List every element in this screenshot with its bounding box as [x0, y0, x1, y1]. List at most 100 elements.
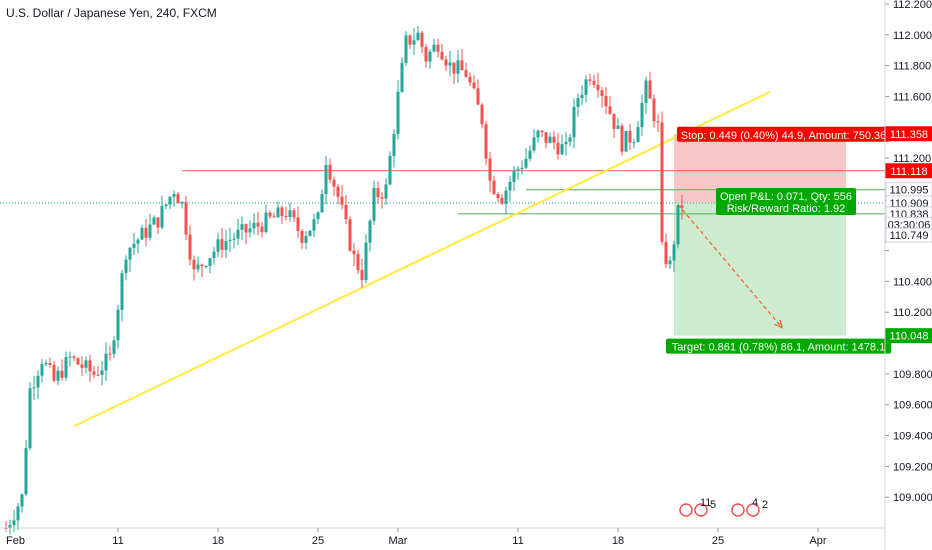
candle-body	[168, 196, 172, 205]
candle-body	[312, 219, 316, 231]
y-tick-label: 112.200	[893, 0, 932, 11]
y-tick-label: 111.600	[893, 91, 931, 103]
candle-body	[60, 370, 64, 378]
candle-body	[84, 360, 88, 368]
candle-body	[616, 125, 620, 129]
candle-body	[180, 202, 184, 204]
candle-body	[8, 525, 12, 529]
candle-body	[156, 217, 160, 228]
candle-body	[248, 228, 252, 233]
x-tick-label: 25	[712, 535, 724, 547]
candle-body	[536, 130, 540, 138]
price-tag	[885, 126, 932, 142]
price-tag-label: 110.048	[890, 331, 929, 343]
candle-body	[200, 264, 204, 267]
candle-body	[340, 196, 344, 205]
trendline	[73, 90, 771, 428]
candle-body	[632, 142, 636, 144]
candle-body	[520, 167, 524, 170]
candle-body	[544, 132, 548, 143]
event-count: 11	[700, 497, 711, 509]
event-icon	[679, 503, 693, 517]
y-tick-label: 109.400	[893, 431, 932, 443]
candle-body	[500, 198, 504, 204]
candle-body	[144, 227, 148, 238]
candle-body	[196, 264, 200, 270]
x-tick-label: Feb	[6, 535, 25, 547]
y-tick-label: 111.200	[893, 153, 931, 165]
candle-body	[656, 121, 660, 123]
candle-body	[540, 130, 544, 133]
candle-body	[272, 216, 276, 218]
y-tick-label: 111.800	[893, 61, 931, 73]
candle-body	[128, 247, 132, 260]
x-tick-label: 11	[512, 535, 523, 547]
candle-body	[28, 388, 32, 449]
candle-body	[352, 250, 356, 255]
candle-body	[184, 202, 188, 235]
candle-body	[188, 234, 192, 260]
candle-body	[460, 60, 464, 71]
candle-body	[372, 188, 376, 221]
candle-body	[464, 70, 468, 77]
candle-body	[668, 260, 672, 265]
candle-body	[488, 158, 492, 181]
candle-body	[620, 125, 624, 152]
candle-body	[300, 230, 304, 243]
candle-body	[64, 357, 68, 378]
event-flag-icon	[694, 503, 708, 517]
candle-body	[676, 205, 680, 245]
x-tick-label: Apr	[809, 535, 826, 547]
candle-body	[608, 106, 612, 114]
candle-body	[192, 259, 196, 270]
candle-body	[396, 91, 400, 134]
projection-arrow-head	[774, 319, 783, 329]
candle-body	[40, 364, 44, 376]
candle-body	[48, 362, 52, 365]
candle-body	[316, 212, 320, 220]
candle-body	[96, 374, 100, 376]
candle-body	[76, 358, 80, 365]
candle-body	[360, 270, 364, 281]
y-tick-label: 110.400	[893, 276, 932, 288]
event-count: 4	[752, 497, 758, 509]
candle-body	[556, 142, 560, 155]
candle-body	[36, 375, 40, 388]
candle-body	[472, 82, 476, 89]
candle-body	[152, 217, 156, 225]
event-sub: 2	[762, 499, 768, 511]
candle-body	[100, 370, 104, 375]
projection-arrow-line	[677, 203, 783, 329]
candle-body	[296, 217, 300, 231]
x-tick-label: 11	[112, 535, 123, 547]
candle-body	[508, 181, 512, 191]
candle-body	[572, 106, 576, 138]
candles-layer	[4, 26, 684, 535]
candle-body	[424, 47, 428, 62]
candle-body	[420, 32, 424, 48]
candle-body	[652, 98, 656, 122]
price-tag-label: 110.995	[890, 185, 929, 197]
candle-body	[92, 371, 96, 375]
candle-body	[596, 84, 600, 91]
candle-body	[552, 136, 556, 143]
candle-body	[16, 506, 20, 521]
target-label-text: Target: 0.861 (0.78%) 86.1, Amount: 1478…	[672, 342, 885, 354]
candle-body	[336, 186, 340, 197]
candle-body	[680, 205, 684, 208]
candle-body	[436, 44, 440, 52]
candle-body	[228, 239, 232, 241]
price-tag	[885, 227, 932, 243]
candle-body	[392, 133, 396, 157]
candle-body	[448, 62, 452, 66]
candle-body	[252, 222, 256, 229]
candle-body	[208, 258, 212, 267]
candle-body	[416, 32, 420, 41]
candle-body	[644, 80, 648, 103]
candle-body	[176, 193, 180, 204]
candle-body	[444, 59, 448, 66]
candle-body	[292, 210, 296, 218]
candle-body	[288, 210, 292, 217]
